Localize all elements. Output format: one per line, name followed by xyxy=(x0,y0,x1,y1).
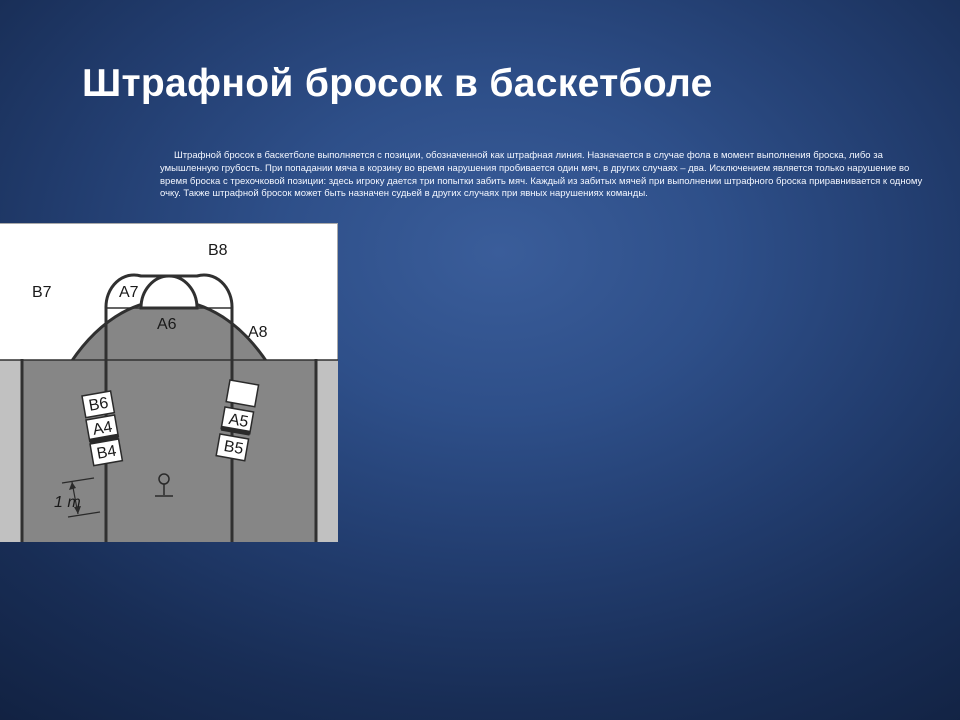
dim-label: 1 m xyxy=(54,494,81,511)
block-B5: B5 xyxy=(216,434,248,461)
block-A5: A5 xyxy=(221,407,254,436)
key-dome-inner xyxy=(141,276,197,308)
free-throw-diagram: A5 B5 B6 A4 B4 xyxy=(0,223,338,541)
label-B7: B7 xyxy=(32,284,52,301)
label-A6: A6 xyxy=(157,316,177,333)
svg-text:A4: A4 xyxy=(91,419,113,439)
block-B6: B6 xyxy=(82,391,114,418)
svg-text:B5: B5 xyxy=(222,438,244,458)
label-A8: A8 xyxy=(248,324,268,341)
arc-base-patch xyxy=(23,360,315,542)
block-B4: B4 xyxy=(90,439,122,466)
block-Rblank xyxy=(226,380,258,407)
label-A7: A7 xyxy=(119,284,139,301)
svg-text:A5: A5 xyxy=(227,411,249,431)
page-title: Штрафной бросок в баскетболе xyxy=(82,62,713,106)
svg-text:B6: B6 xyxy=(87,395,109,415)
diagram-svg: A5 B5 B6 A4 B4 xyxy=(0,224,338,542)
label-B8: B8 xyxy=(208,242,228,259)
body-paragraph: Штрафной бросок в баскетболе выполняется… xyxy=(160,150,930,201)
svg-text:B4: B4 xyxy=(95,443,117,463)
slide: Штрафной бросок в баскетболе Штрафной бр… xyxy=(0,0,960,720)
